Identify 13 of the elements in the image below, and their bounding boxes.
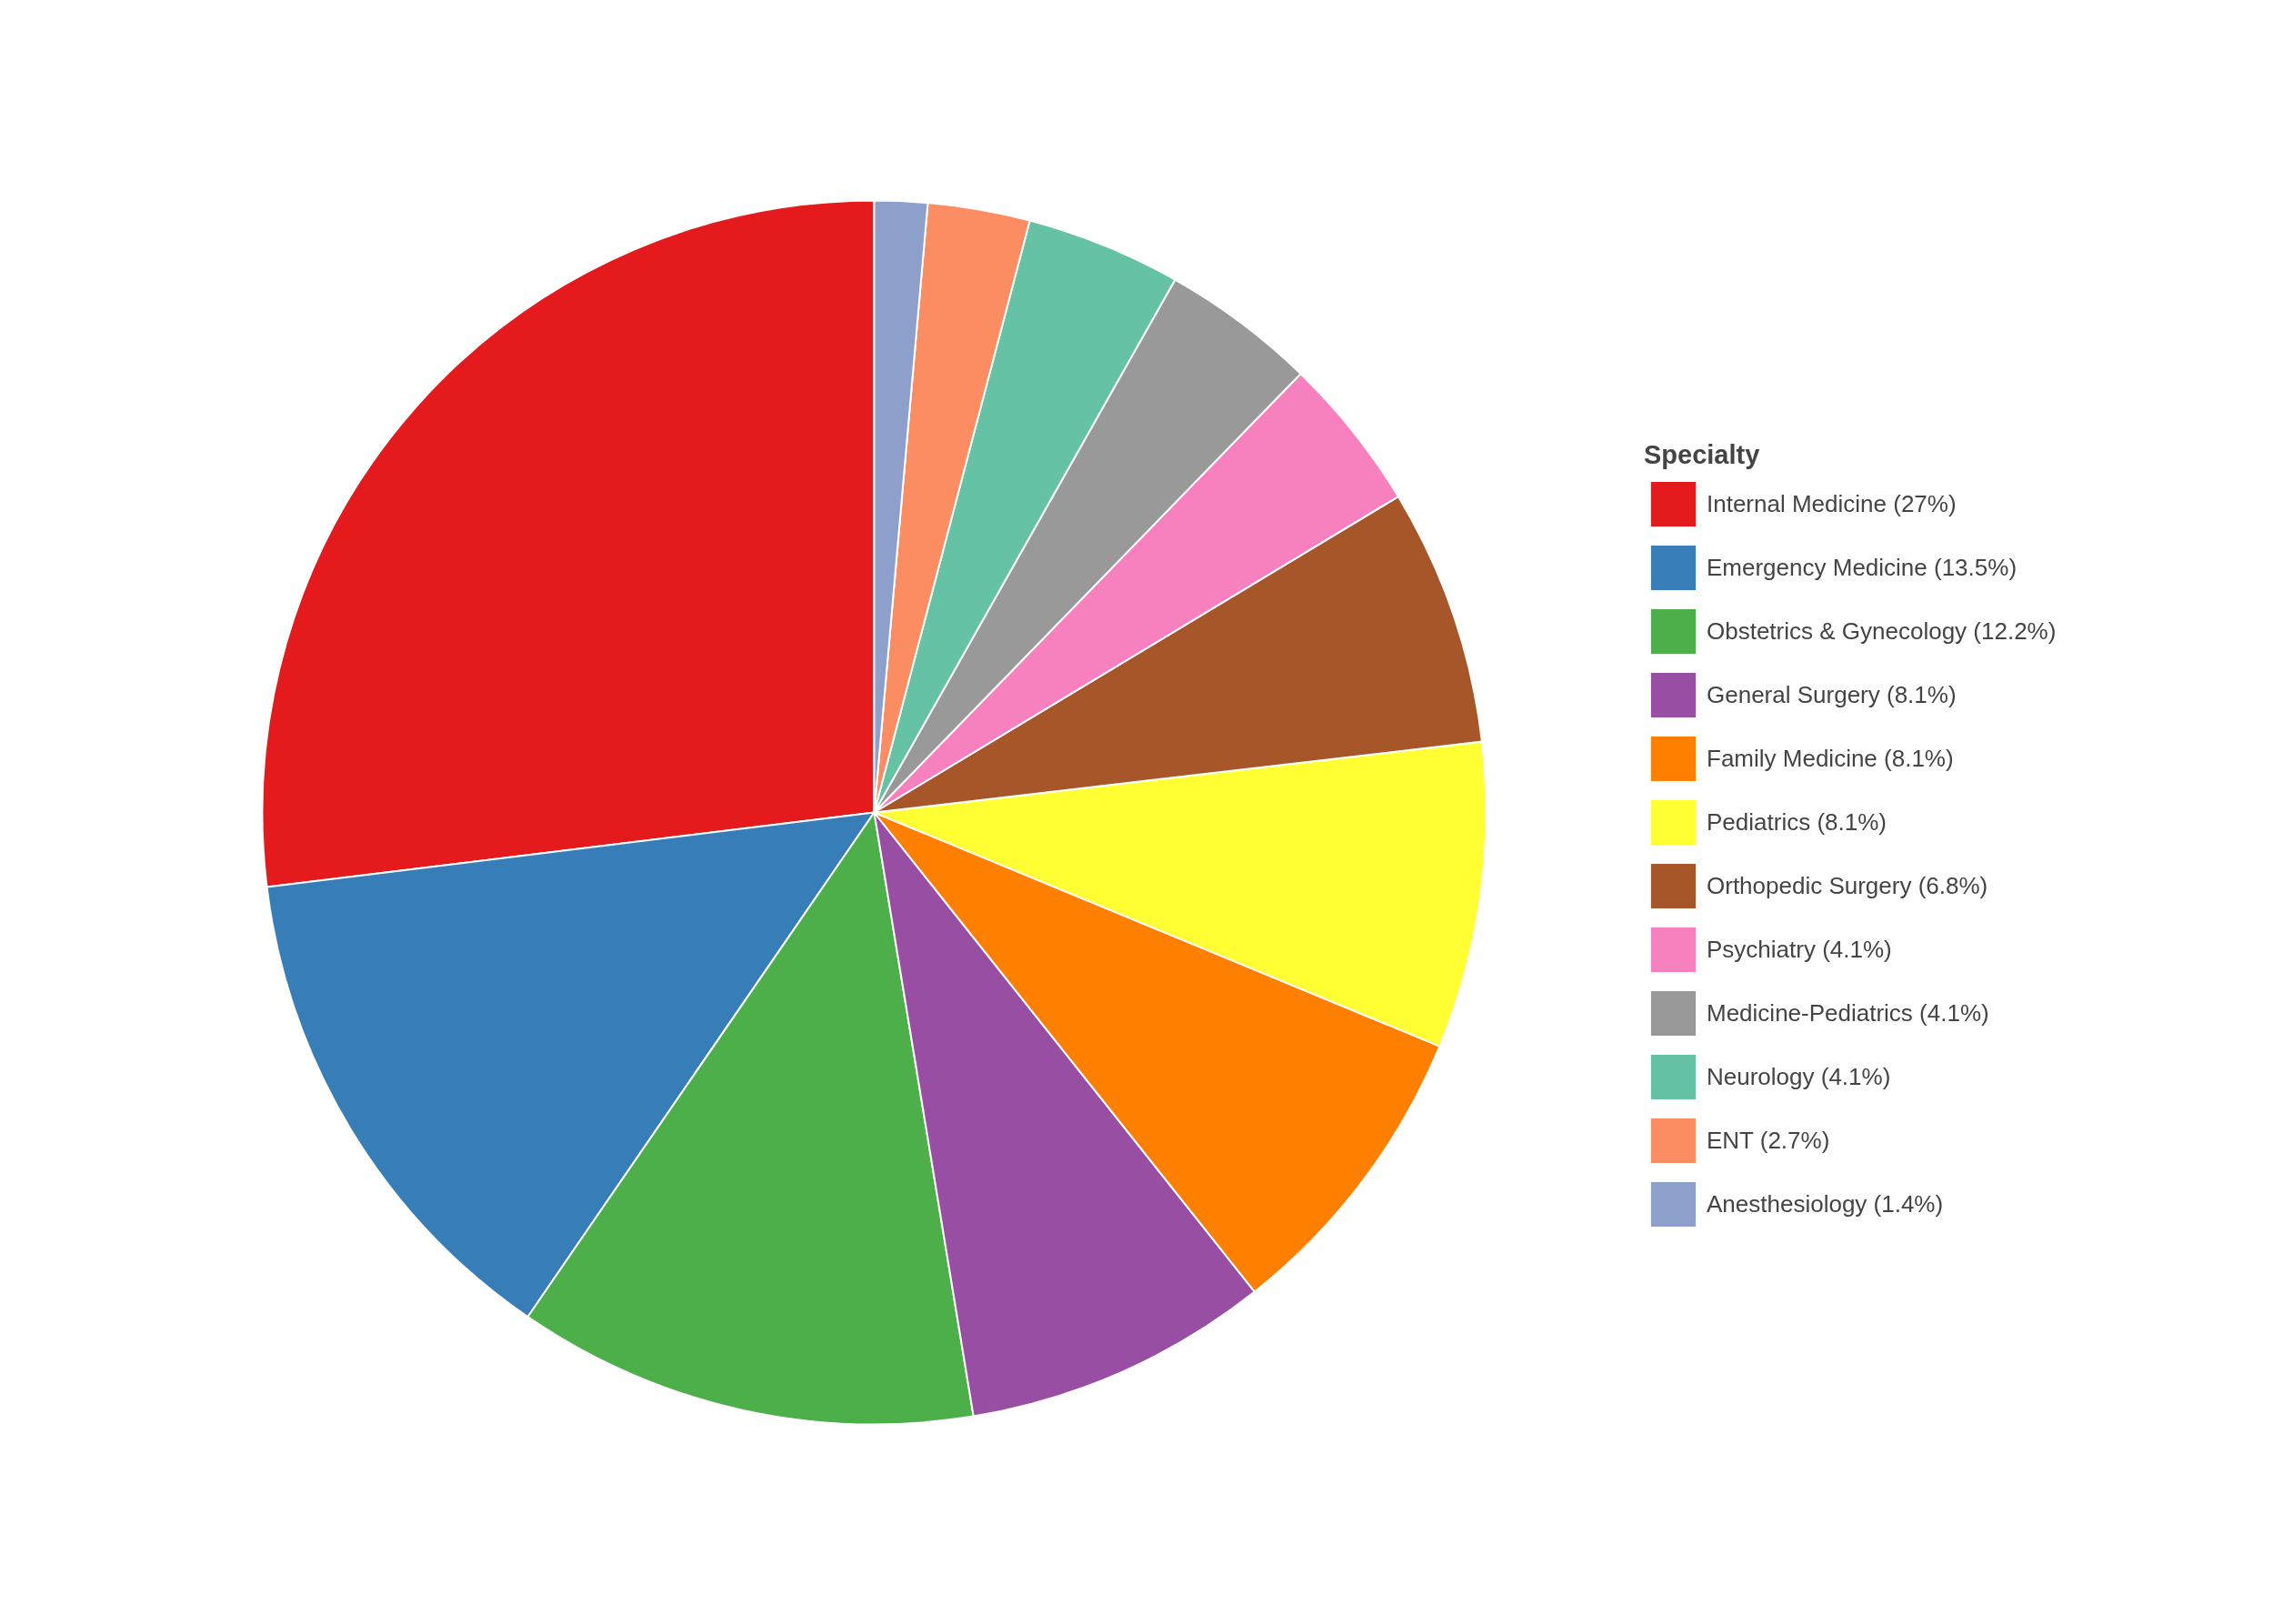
legend-label: Anesthesiology (1.4%): [1707, 1188, 1944, 1219]
legend-title: Specialty: [1644, 440, 1761, 470]
legend-label: ENT (2.7%): [1707, 1125, 1830, 1156]
legend-label: Psychiatry (4.1%): [1707, 934, 1892, 965]
legend-label: Neurology (4.1%): [1707, 1061, 1891, 1092]
legend-label: General Surgery (8.1%): [1707, 679, 1957, 710]
legend-label: Medicine-Pediatrics (4.1%): [1707, 997, 1989, 1028]
legend-label: Pediatrics (8.1%): [1707, 807, 1887, 837]
legend-label: Orthopedic Surgery (6.8%): [1707, 870, 1988, 901]
legend-label: Obstetrics & Gynecology (12.2%): [1707, 616, 2057, 647]
legend-label: Emergency Medicine (13.5%): [1707, 552, 2018, 583]
legend-label: Internal Medicine (27%): [1707, 488, 1957, 519]
legend-label: Family Medicine (8.1%): [1707, 743, 1954, 774]
